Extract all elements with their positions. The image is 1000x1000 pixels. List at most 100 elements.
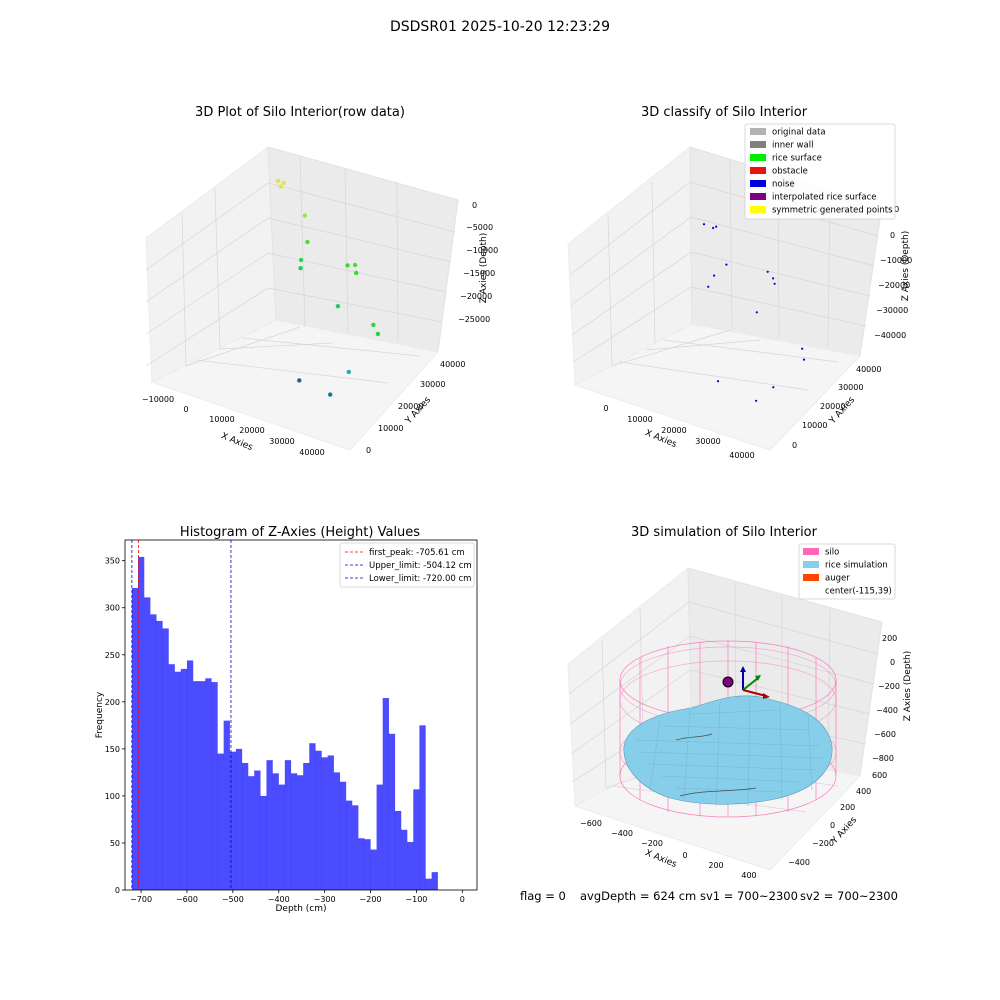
histogram-bar: [388, 733, 396, 890]
legend-label: symmetric generated points: [772, 206, 893, 216]
histogram-bar: [327, 755, 334, 890]
legend-swatch: [803, 548, 819, 555]
histogram-bar: [248, 776, 255, 890]
panel4-zlabel: Z Axies (Depth): [903, 651, 913, 722]
footer-status: flag = 0 avgDepth = 624 cm sv1 = 700~230…: [520, 889, 898, 903]
panel4-ytick: 600: [872, 771, 887, 780]
classified-point: [755, 311, 758, 314]
histogram-bar: [217, 753, 224, 890]
legend-label: silo: [825, 548, 839, 558]
histogram-legend: first_peak: -705.61 cm Upper_limit: -504.…: [339, 542, 475, 588]
histogram-bar: [284, 760, 292, 890]
panel4-ytick: 200: [840, 803, 855, 812]
histogram-bar: [131, 587, 139, 890]
legend-swatch: [803, 561, 819, 568]
panel2-ytick: 40000: [856, 365, 881, 374]
histogram-bar: [205, 678, 212, 890]
x-tick-label: −700: [130, 895, 152, 904]
histogram-bar: [370, 849, 377, 890]
histogram-bar: [358, 838, 365, 890]
panel1-ytick: 20000: [398, 402, 423, 411]
histogram-bar: [303, 762, 310, 890]
histogram-bar: [333, 772, 341, 890]
x-tick-label: −200: [360, 895, 382, 904]
panel4-xtick: 0: [682, 851, 687, 860]
classified-point: [712, 226, 715, 230]
histogram-bar: [223, 720, 230, 890]
panel1-title: 3D Plot of Silo Interior(row data): [195, 105, 405, 120]
histogram-bar: [401, 829, 408, 890]
histogram-x-axis: −700 −600 −500 −400 −300 −200 −100 0: [130, 890, 465, 904]
histogram-bar: [272, 773, 279, 890]
histogram-bar: [309, 743, 316, 890]
panel-histogram: Histogram of Z-Axies (Height) Values −70…: [95, 525, 478, 914]
panel4-ztick: 0: [890, 658, 895, 667]
histogram-bars: [131, 556, 438, 890]
rice-simulation-surface: [623, 695, 833, 807]
panel2-ztick: −40000: [874, 331, 906, 340]
legend-swatch: [750, 193, 766, 200]
panel4-xtick: −200: [641, 839, 663, 848]
legend-label: noise: [772, 180, 795, 190]
histogram-bar: [315, 750, 322, 890]
legend-label: original data: [772, 128, 826, 138]
histogram-bar: [394, 810, 402, 890]
panel2-ztick: 0: [890, 231, 895, 240]
histogram-bar: [186, 660, 194, 890]
histogram-bar: [413, 789, 420, 890]
panel1-ztick: 0: [472, 201, 477, 210]
histogram-bar: [229, 751, 237, 890]
legend-label: obstacle: [772, 167, 808, 177]
panel4-ytick: 400: [856, 787, 871, 796]
x-tick-label: −100: [405, 895, 427, 904]
legend-label: Lower_limit: -720.00 cm: [369, 574, 471, 584]
panel-simulation-3d: 3D simulation of Silo Interior: [567, 525, 913, 880]
panel1-points: [275, 178, 381, 397]
panel1-ytick: 40000: [440, 360, 465, 369]
histogram-bar: [431, 872, 438, 890]
y-tick-label: 250: [105, 651, 120, 660]
histogram-frame: [124, 539, 478, 891]
histogram-bar: [156, 620, 163, 890]
panel4-ytick: −400: [788, 858, 810, 867]
x-tick-label: −400: [268, 895, 290, 904]
scatter-point: [278, 184, 283, 189]
panel4-xtick: 400: [741, 871, 756, 880]
histogram-bar: [260, 795, 267, 890]
panel2-legend: original data inner wall rice surface obsta…: [744, 123, 896, 220]
scatter-point: [346, 369, 351, 375]
histogram-bar: [150, 614, 157, 890]
legend-label: inner wall: [772, 141, 813, 151]
panel1-xtick: 0: [183, 405, 188, 414]
panel4-xtick: −400: [611, 829, 633, 838]
panel-raw-3d: 3D Plot of Silo Interior(row data) −1000…: [142, 105, 498, 457]
legend-swatch: [750, 154, 766, 161]
panel2-xtick: 0: [603, 404, 608, 413]
panel1-box: [145, 146, 459, 451]
x-tick-label: 0: [460, 895, 465, 904]
legend-swatch: [750, 180, 766, 187]
legend-label: interpolated rice surface: [772, 193, 877, 203]
footer-avg-depth: avgDepth = 624 cm: [580, 889, 696, 903]
y-tick-label: 50: [110, 839, 120, 848]
panel4-z-axis: 200 0 −200 −400 −600 −800 Z Axies (Depth…: [872, 634, 913, 763]
panel4-xtick: −600: [580, 819, 602, 828]
x-tick-label: −500: [222, 895, 244, 904]
scatter-point: [352, 262, 358, 268]
histogram-bar: [211, 682, 218, 890]
classified-point: [716, 380, 720, 383]
histogram-bar: [254, 770, 261, 890]
panel4-legend: silo rice simulation auger center(-115,39): [798, 543, 896, 600]
scatter-point: [298, 257, 304, 263]
panel-classify-3d: 3D classify of Silo Interior 0 10000 200…: [567, 105, 912, 460]
panel4-title: 3D simulation of Silo Interior: [631, 525, 818, 540]
classified-point: [772, 277, 775, 280]
classified-point: [713, 274, 716, 277]
panel4-ytick: −200: [812, 839, 834, 848]
legend-label: center(-115,39): [825, 587, 892, 597]
histogram-bar: [193, 681, 200, 890]
histogram-ylabel: Frequency: [95, 691, 105, 738]
histogram-y-axis: 0 50 100 150 200 250 300 350: [105, 557, 125, 895]
histogram-bar: [346, 800, 353, 890]
